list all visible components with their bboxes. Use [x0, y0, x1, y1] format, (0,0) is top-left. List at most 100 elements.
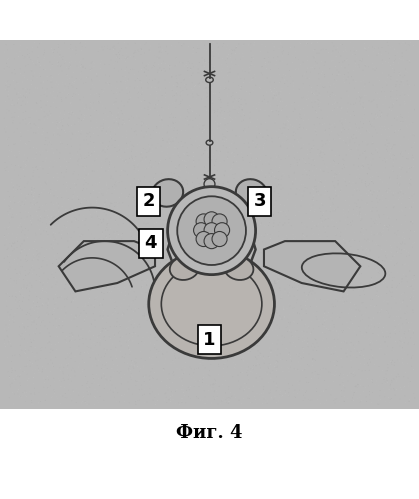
Point	[111, 42, 118, 50]
Point	[332, 295, 339, 303]
Point	[46, 163, 53, 171]
Point	[334, 237, 341, 245]
Point	[239, 165, 246, 173]
Point	[178, 261, 185, 269]
Point	[368, 320, 375, 328]
Point	[388, 244, 395, 251]
Point	[238, 117, 245, 125]
Point	[243, 173, 249, 181]
Point	[371, 115, 378, 123]
Point	[406, 397, 412, 405]
Point	[299, 337, 305, 345]
Point	[268, 200, 274, 208]
Point	[189, 281, 196, 289]
Point	[44, 325, 51, 333]
Point	[55, 218, 62, 226]
Point	[313, 185, 320, 193]
Point	[50, 149, 57, 157]
Point	[134, 89, 141, 97]
Point	[109, 111, 116, 119]
Point	[152, 75, 158, 83]
Point	[71, 372, 78, 380]
Point	[211, 137, 218, 145]
Point	[313, 347, 320, 355]
Point	[265, 285, 272, 293]
Point	[88, 75, 95, 83]
Point	[386, 287, 393, 295]
Point	[168, 360, 174, 368]
Point	[126, 154, 133, 162]
Point	[177, 220, 184, 228]
Point	[58, 258, 65, 266]
Point	[317, 92, 323, 100]
Point	[365, 51, 372, 59]
Point	[124, 246, 131, 254]
Point	[20, 97, 26, 105]
Point	[57, 324, 64, 332]
Point	[166, 300, 173, 308]
Point	[104, 281, 111, 289]
Point	[224, 71, 231, 79]
Point	[77, 56, 84, 64]
Point	[93, 154, 100, 162]
Point	[207, 38, 213, 46]
Point	[101, 247, 107, 254]
Point	[61, 376, 68, 384]
Point	[96, 332, 102, 340]
Point	[176, 314, 183, 322]
Point	[115, 142, 122, 150]
Point	[393, 373, 400, 381]
Point	[221, 359, 228, 367]
Point	[150, 310, 157, 318]
Point	[235, 253, 241, 261]
Point	[377, 392, 383, 400]
Point	[57, 383, 64, 391]
Point	[331, 64, 337, 72]
Point	[72, 284, 79, 292]
Point	[321, 237, 328, 245]
Point	[107, 45, 114, 53]
Point	[202, 393, 208, 401]
Point	[147, 245, 154, 253]
Point	[149, 235, 155, 243]
Point	[401, 392, 408, 400]
Point	[298, 312, 305, 320]
Point	[186, 230, 193, 238]
Point	[284, 281, 291, 289]
Point	[38, 62, 44, 70]
Point	[333, 76, 340, 84]
Point	[246, 288, 253, 296]
Point	[65, 122, 72, 130]
Point	[396, 196, 402, 204]
Point	[284, 152, 291, 160]
Point	[153, 129, 160, 137]
Point	[183, 309, 190, 317]
Point	[237, 83, 244, 91]
Point	[377, 124, 383, 132]
Point	[117, 322, 124, 330]
Point	[305, 233, 311, 241]
Point	[35, 116, 42, 124]
Point	[356, 398, 362, 406]
Point	[90, 99, 97, 107]
Point	[47, 157, 54, 165]
Point	[16, 237, 23, 245]
Point	[169, 399, 176, 407]
Point	[285, 123, 291, 131]
Point	[30, 187, 36, 195]
Point	[279, 212, 286, 220]
Point	[233, 360, 239, 368]
Point	[62, 210, 68, 218]
Point	[278, 175, 285, 183]
Point	[71, 168, 78, 176]
Point	[135, 88, 142, 96]
Point	[384, 224, 391, 232]
Point	[370, 139, 376, 147]
Point	[153, 251, 160, 259]
Point	[319, 67, 326, 75]
Point	[234, 274, 241, 282]
Point	[285, 322, 291, 330]
Point	[26, 284, 32, 292]
Point	[9, 176, 16, 184]
Point	[220, 142, 227, 150]
